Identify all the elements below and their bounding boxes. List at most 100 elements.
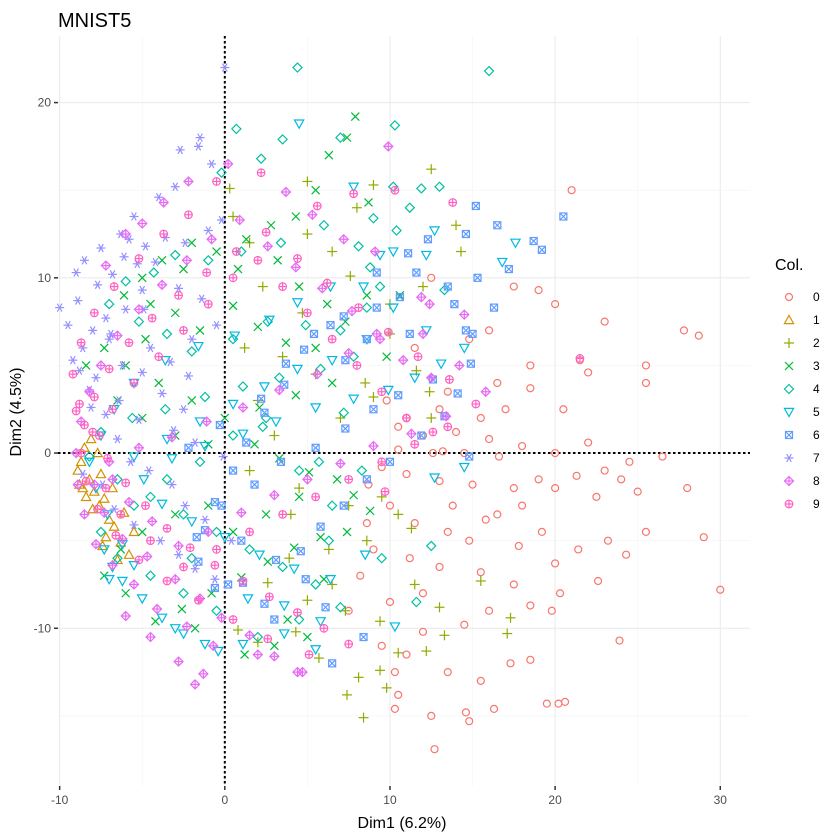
data-points xyxy=(55,62,725,754)
data-point-class-0 xyxy=(622,550,631,559)
data-point-class-3 xyxy=(141,334,150,344)
data-point-class-3 xyxy=(137,273,147,283)
data-point-class-5 xyxy=(428,226,441,237)
data-point-class-0 xyxy=(410,343,419,353)
data-point-class-8 xyxy=(88,479,100,490)
data-point-class-2 xyxy=(290,626,301,637)
data-point-class-2 xyxy=(375,616,386,627)
data-point-class-9 xyxy=(383,327,393,337)
data-point-class-1 xyxy=(80,491,92,502)
data-point-class-8 xyxy=(234,214,246,226)
data-point-class-2 xyxy=(323,544,334,555)
legend-key-5 xyxy=(783,407,795,418)
data-point-class-5 xyxy=(270,417,282,428)
data-point-class-0 xyxy=(362,519,371,528)
data-point-class-3 xyxy=(382,352,392,362)
data-point-class-4 xyxy=(338,407,350,419)
data-point-class-6 xyxy=(468,329,477,338)
data-point-class-4 xyxy=(387,181,399,193)
data-point-class-0 xyxy=(600,317,609,326)
data-point-class-1 xyxy=(100,531,112,542)
data-point-class-4 xyxy=(194,456,206,468)
data-point-class-0 xyxy=(593,576,603,586)
data-point-class-9 xyxy=(322,278,332,288)
data-point-class-5 xyxy=(387,247,399,258)
data-point-class-5 xyxy=(314,617,327,628)
data-point-class-4 xyxy=(293,465,305,476)
data-point-class-0 xyxy=(377,641,386,650)
data-point-class-4 xyxy=(95,526,107,538)
data-point-class-5 xyxy=(159,355,171,367)
data-point-class-7 xyxy=(190,564,200,574)
data-point-class-9 xyxy=(278,282,288,291)
data-point-class-8 xyxy=(273,384,285,396)
data-point-class-5 xyxy=(177,629,190,640)
data-point-class-5 xyxy=(156,499,168,510)
data-point-class-4 xyxy=(216,167,227,179)
data-point-class-7 xyxy=(119,252,129,262)
data-point-class-0 xyxy=(402,650,411,659)
data-point-class-6 xyxy=(194,557,203,566)
data-point-class-0 xyxy=(385,501,395,510)
data-point-class-7 xyxy=(129,520,139,530)
data-point-class-8 xyxy=(269,650,280,662)
data-point-class-3 xyxy=(349,490,359,500)
data-point-class-9 xyxy=(101,483,111,493)
data-point-class-4 xyxy=(293,614,305,625)
data-point-class-8 xyxy=(417,328,429,340)
data-point-class-4 xyxy=(112,473,123,485)
data-point-class-7 xyxy=(207,159,217,169)
data-point-class-7 xyxy=(78,469,88,479)
y-axis-title: Dim2 (4.5%) xyxy=(8,368,25,457)
data-point-class-2 xyxy=(361,535,372,546)
data-point-class-7 xyxy=(220,63,230,72)
data-point-class-3 xyxy=(342,133,352,143)
data-point-class-0 xyxy=(679,326,689,335)
data-point-class-5 xyxy=(169,624,181,635)
data-point-class-9 xyxy=(68,369,78,379)
data-point-class-0 xyxy=(461,708,471,717)
data-point-class-9 xyxy=(121,478,131,488)
legend-key-0 xyxy=(784,292,794,302)
data-point-class-6 xyxy=(489,303,499,312)
data-point-class-6 xyxy=(328,659,337,668)
data-point-class-8 xyxy=(382,141,394,152)
data-point-class-7 xyxy=(79,255,89,265)
data-point-class-7 xyxy=(157,389,167,398)
data-point-class-2 xyxy=(302,176,313,187)
data-point-class-8 xyxy=(269,489,280,501)
data-point-class-6 xyxy=(210,583,219,593)
data-point-class-4 xyxy=(262,316,274,327)
data-point-class-4 xyxy=(161,328,173,340)
data-point-class-9 xyxy=(445,375,454,384)
data-point-class-0 xyxy=(435,405,444,414)
data-point-class-6 xyxy=(372,268,381,277)
data-point-class-9 xyxy=(203,299,213,309)
data-point-class-5 xyxy=(326,355,338,367)
data-point-class-5 xyxy=(348,182,360,193)
data-point-class-8 xyxy=(95,360,107,371)
data-point-class-6 xyxy=(281,359,291,368)
data-point-class-9 xyxy=(108,404,117,414)
data-point-class-8 xyxy=(262,240,274,252)
data-point-class-6 xyxy=(260,599,269,608)
data-point-class-0 xyxy=(430,745,439,754)
data-point-class-7 xyxy=(101,313,111,323)
data-point-class-0 xyxy=(526,384,535,393)
data-point-class-8 xyxy=(136,218,148,229)
data-point-class-5 xyxy=(409,373,421,384)
data-point-class-0 xyxy=(584,368,593,377)
data-point-class-0 xyxy=(481,515,490,524)
data-point-class-0 xyxy=(382,396,391,405)
data-point-class-6 xyxy=(405,329,414,338)
data-point-class-6 xyxy=(341,356,350,365)
data-point-class-6 xyxy=(395,292,404,302)
data-point-class-9 xyxy=(210,560,220,570)
data-point-class-9 xyxy=(304,650,314,659)
data-point-class-4 xyxy=(103,298,115,310)
legend-label-1: 1 xyxy=(813,313,820,327)
data-point-class-0 xyxy=(699,533,708,542)
data-point-class-6 xyxy=(394,391,403,400)
data-point-class-3 xyxy=(340,317,350,327)
